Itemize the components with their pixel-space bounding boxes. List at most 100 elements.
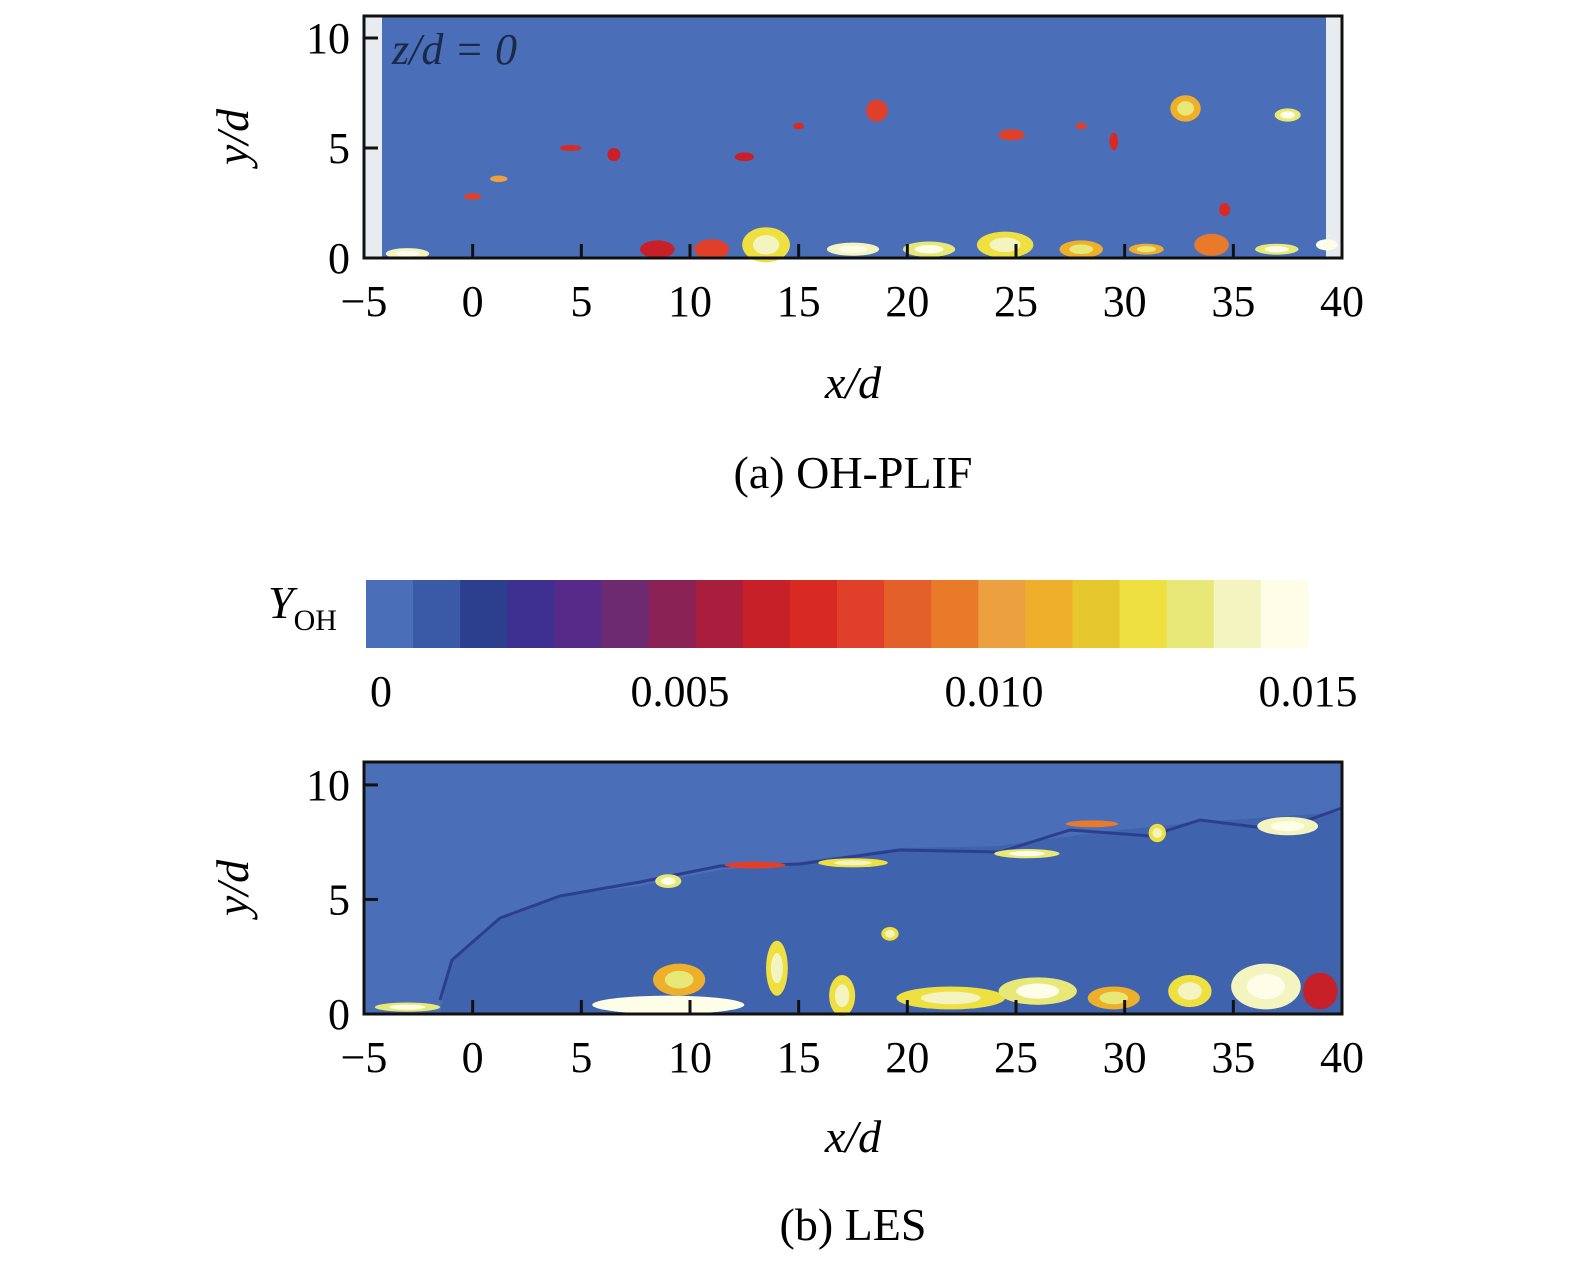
colorbar-tick-label: 0.015 <box>1259 667 1358 716</box>
panel-a-frame <box>362 14 1344 260</box>
panel-b-oh-core-3 <box>833 860 873 866</box>
colorbar-ticks: 0 0.005 0.010 0.015 <box>370 667 1358 716</box>
panel-b-x-tick-label: 10 <box>668 1033 712 1082</box>
panel-a-oh-region-2 <box>490 175 508 183</box>
panel-b-oh-core-10 <box>626 999 711 1010</box>
panel-b-oh-region-2 <box>724 861 786 869</box>
panel-b-features <box>374 816 1338 1017</box>
colorbar-segment <box>648 580 697 648</box>
panel-b-oh-core-1 <box>661 877 676 885</box>
colorbar-segment <box>1025 580 1074 648</box>
panel-a-oh-region-5 <box>640 240 675 258</box>
panel-b-oh-core-7 <box>1152 827 1163 839</box>
colorbar-segment <box>931 580 979 648</box>
panel-a-y-tick-label: 5 <box>328 124 350 173</box>
panel-a-y-tick-label: 0 <box>328 234 350 283</box>
panel-b-y-tick-label: 10 <box>306 761 350 810</box>
panel-a-oh-core-12 <box>914 244 944 254</box>
panel-a-x-tick-label: 40 <box>1320 277 1364 326</box>
panel-a-right-margin <box>1326 16 1342 258</box>
panel-a-x-tick-label: 20 <box>885 277 929 326</box>
panel-b-y-label: y/d <box>207 859 258 920</box>
panel-a-annotation: z/d = 0 <box>391 25 517 74</box>
panel-b-frame <box>362 760 1344 1016</box>
panel-a-oh-region-11 <box>866 99 888 122</box>
colorbar-tick-label: 0 <box>370 667 392 716</box>
panel-a-x-tick-label: −5 <box>341 277 388 326</box>
panel-b-oh-core-5 <box>1008 851 1045 857</box>
colorbar-label-main: Y <box>268 577 298 628</box>
panel-a-oh-core-19 <box>1177 101 1194 116</box>
panel-a-features <box>385 95 1338 263</box>
panel-a-oh-core-15 <box>1069 244 1094 255</box>
panel-b-x-tick-label: −5 <box>341 1033 388 1082</box>
panel-a-x-tick-label: 15 <box>777 277 821 326</box>
panel-a-oh-region-6 <box>694 239 730 260</box>
panel-a-x-tick-label: 10 <box>668 277 712 326</box>
panel-b-y-ticks: 0 5 10 <box>306 761 378 1039</box>
panel-a-oh-core-7 <box>752 235 780 255</box>
panel-a-oh-region-17 <box>1109 132 1119 151</box>
panel-b-oh-core-17 <box>1246 973 1286 1000</box>
panel-b-x-label: x/d <box>824 1111 882 1162</box>
colorbar-segment <box>695 580 744 648</box>
panel-b-oh-region-18 <box>1302 972 1338 1010</box>
panel-a-x-tick-label: 30 <box>1103 277 1147 326</box>
panel-b-oh-core-8 <box>1270 821 1305 832</box>
panel-a-x-tick-label: 35 <box>1211 277 1255 326</box>
panel-b-x-tick-label: 30 <box>1103 1033 1147 1082</box>
panel-b-x-tick-label: 20 <box>885 1033 929 1082</box>
panel-a-left-margin <box>364 16 382 258</box>
panel-b-oh-region-6 <box>1065 820 1119 828</box>
panel-a-oh-region-20 <box>1194 233 1229 256</box>
colorbar-segment <box>1072 580 1121 648</box>
colorbar-segment <box>413 580 461 648</box>
panel-a-oh-region-1 <box>463 193 482 200</box>
colorbar: YOH 0 0.005 0.010 0.015 <box>268 577 1358 716</box>
colorbar-segment <box>884 580 932 648</box>
colorbar-segment <box>601 580 650 648</box>
panel-a-x-label: x/d <box>824 357 882 408</box>
panel-a-oh-region-4 <box>607 148 621 162</box>
panel-a-y-ticks: 0 5 10 <box>306 14 378 283</box>
colorbar-segment <box>507 580 555 648</box>
colorbar-tick-label: 0.005 <box>631 667 730 716</box>
colorbar-segment <box>837 580 885 648</box>
panel-a-oh-region-8 <box>734 152 755 162</box>
panel-a-x-tick-label: 25 <box>994 277 1038 326</box>
panel-b-oh-core-14 <box>1016 983 1060 999</box>
panel-b-x-tick-label: 15 <box>777 1033 821 1082</box>
panel-a-oh-core-13 <box>989 237 1021 253</box>
colorbar-label: YOH <box>268 577 337 637</box>
panel-a-oh-core-23 <box>1280 111 1295 119</box>
panel-b-caption: (b) LES <box>780 1199 927 1250</box>
panel-a-x-tick-label: 5 <box>570 277 592 326</box>
colorbar-label-sub: OH <box>294 604 337 637</box>
panel-b-oh-core-13 <box>920 991 981 1005</box>
colorbar-segment <box>978 580 1026 648</box>
panel-b-oh-core-16 <box>1177 982 1202 1000</box>
panel-a-oh-region-21 <box>1219 203 1231 217</box>
panel-a-caption: (a) OH-PLIF <box>734 447 973 498</box>
panel-a-oh-core-0 <box>395 250 420 257</box>
panel-a-oh-core-22 <box>1264 246 1289 253</box>
panel-b-x-tick-label: 5 <box>570 1033 592 1082</box>
panel-a-oh-region-3 <box>559 145 582 151</box>
panel-a-oh-core-24 <box>1320 241 1333 248</box>
panel-a-oh-region-14 <box>998 129 1025 141</box>
panel-b-oh-core-11 <box>770 953 783 984</box>
colorbar-segment <box>1260 580 1309 648</box>
colorbar-segment <box>460 580 508 648</box>
panel-a-x-tick-label: 0 <box>462 277 484 326</box>
panel-a-oh-core-10 <box>838 245 868 253</box>
colorbar-tick-label: 0.010 <box>945 667 1044 716</box>
panel-b-jet-boundary <box>438 806 1343 1001</box>
panel-a-oh-region-9 <box>793 122 805 130</box>
colorbar-segment <box>366 580 414 648</box>
colorbar-segment <box>1213 580 1262 648</box>
panel-b-y-tick-label: 5 <box>328 875 350 924</box>
colorbar-segment <box>742 580 791 648</box>
